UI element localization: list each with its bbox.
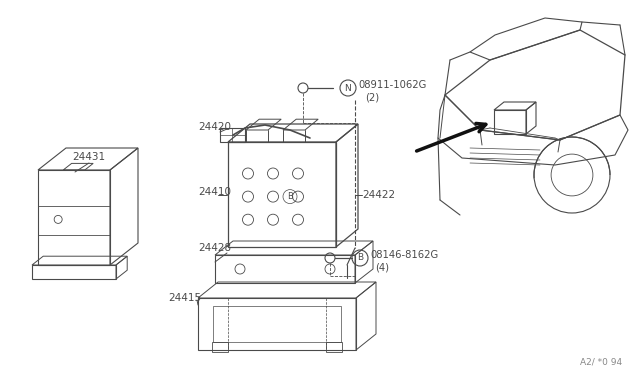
- Bar: [326, 342, 342, 352]
- Text: B: B: [357, 253, 363, 263]
- Text: (4): (4): [375, 262, 389, 272]
- Text: 24428: 24428: [198, 243, 231, 253]
- Text: 24431: 24431: [72, 152, 105, 162]
- Text: 24415: 24415: [168, 293, 201, 303]
- Text: 24410: 24410: [198, 187, 231, 197]
- Text: 08911-1062G: 08911-1062G: [358, 80, 426, 90]
- Text: (2): (2): [365, 92, 379, 102]
- Text: 24420: 24420: [198, 122, 231, 132]
- Text: 24422: 24422: [362, 190, 395, 200]
- Text: B: B: [287, 192, 293, 201]
- Text: N: N: [344, 83, 351, 93]
- Bar: [212, 342, 228, 352]
- Text: 08146-8162G: 08146-8162G: [370, 250, 438, 260]
- Text: A2/ *0 94: A2/ *0 94: [580, 357, 622, 366]
